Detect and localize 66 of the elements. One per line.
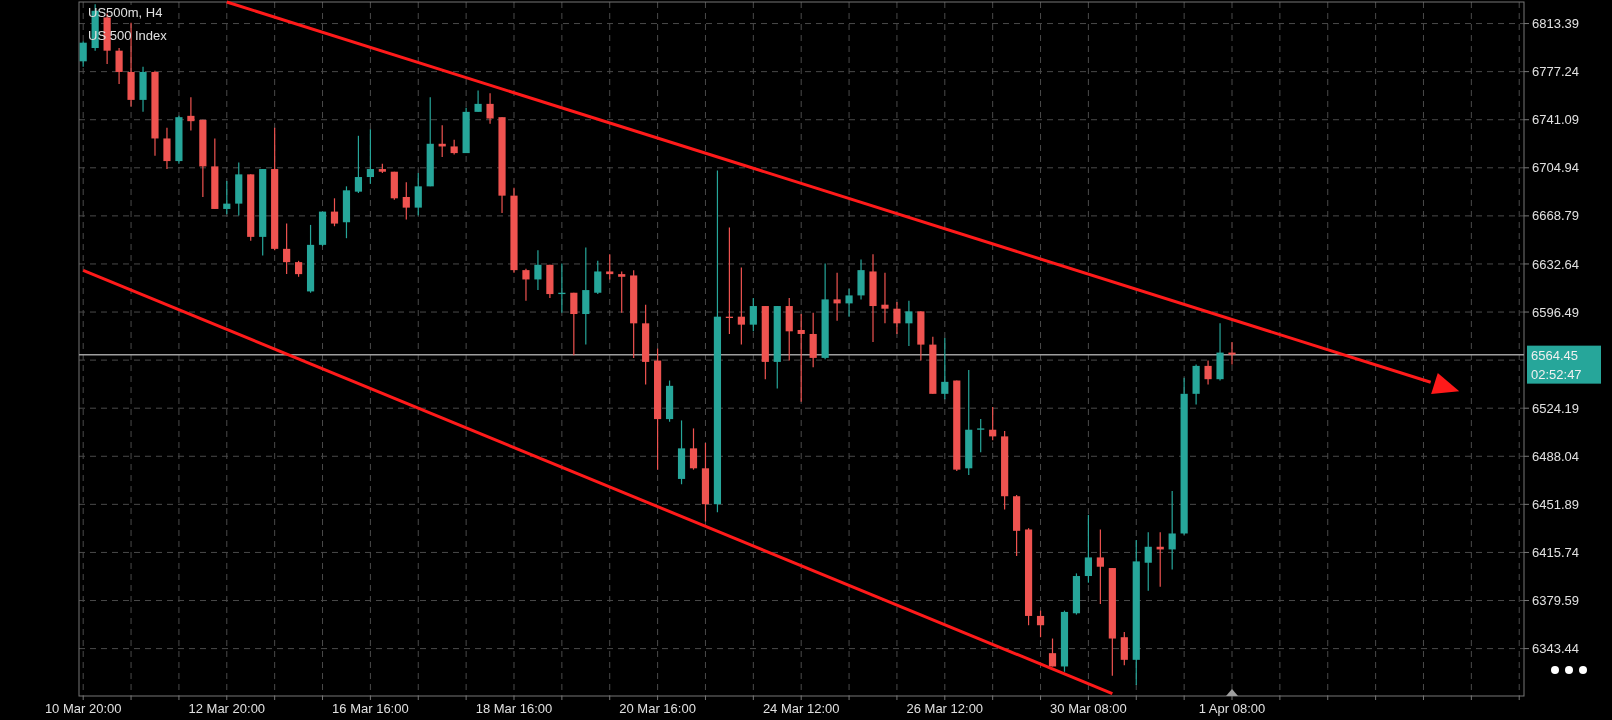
candlestick: [402, 181, 410, 221]
x-tick-label: 16 Mar 16:00: [332, 701, 409, 716]
x-tick-label: 10 Mar 20:00: [44, 701, 122, 716]
y-tick-label: 6343.44: [1532, 641, 1579, 657]
candlestick: [1048, 637, 1057, 668]
candlestick: [582, 246, 590, 346]
candlestick: [223, 180, 231, 215]
candlestick: [486, 92, 494, 125]
y-tick-label: 6741.09: [1532, 112, 1579, 128]
y-tick-label: 6488.04: [1532, 448, 1579, 464]
candlestick: [1084, 514, 1092, 584]
candlestick: [414, 172, 422, 217]
y-tick-label: 6777.24: [1532, 64, 1579, 80]
x-tick-label: 26 Mar 12:00: [906, 701, 984, 716]
candlestick: [163, 127, 171, 170]
x-tick-label: 18 Mar 16:00: [475, 701, 553, 716]
candlestick: [1228, 341, 1236, 366]
candlestick: [1036, 610, 1045, 638]
candlestick: [845, 288, 853, 318]
candlestick: [797, 313, 805, 403]
candlestick: [187, 96, 195, 132]
candlestick: [330, 197, 339, 227]
candlestick: [893, 301, 901, 335]
y-tick-label: 6668.79: [1532, 208, 1579, 224]
candlestick: [737, 266, 745, 346]
text: 02:52:47: [1531, 366, 1582, 382]
candlestick: [689, 427, 698, 471]
x-tick-label: 24 Mar 12:00: [762, 701, 840, 716]
y-tick-label: 6632.64: [1532, 256, 1579, 272]
candlestick: [1096, 528, 1104, 605]
x-tick-label: 20 Mar 16:00: [619, 701, 696, 716]
candlestick: [1144, 531, 1152, 592]
y-tick-label: 6524.19: [1532, 400, 1579, 416]
y-tick-label: 6451.89: [1532, 496, 1579, 512]
y-tick-label: 6813.39: [1532, 16, 1579, 32]
candlestick: [1204, 359, 1212, 386]
candlestick: [905, 300, 913, 347]
chart-title: US500m, H4: [88, 5, 163, 20]
candlestick: [283, 222, 291, 275]
candlestick: [618, 270, 626, 314]
y-tick-label: 6704.94: [1532, 160, 1579, 176]
candlestick: [594, 260, 602, 295]
candlestick: [809, 312, 817, 368]
y-tick-label: 6379.59: [1532, 593, 1579, 609]
ref-line-label: 6564.45: [1531, 347, 1578, 363]
candlestick: [79, 40, 87, 68]
candlestick: [534, 249, 542, 291]
candlestick: [522, 268, 530, 302]
x-tick-label: 30 Mar 08:00: [1050, 701, 1127, 716]
candlestick: [1168, 490, 1176, 570]
candlestick: [749, 297, 757, 332]
candlestick: [354, 135, 363, 194]
candlestick: [833, 272, 841, 322]
candlestick: [881, 272, 889, 324]
candlestick: [366, 128, 374, 185]
candlestick: [606, 253, 614, 281]
x-tick-label: 12 Mar 20:00: [188, 701, 266, 716]
candlestick: [115, 47, 123, 85]
candlestick: [1120, 631, 1128, 666]
x-tick-label: 1 Apr 08:00: [1198, 701, 1266, 716]
y-tick-label: 6415.74: [1532, 544, 1579, 560]
candlestick: [474, 89, 482, 113]
candlestick: [941, 337, 949, 400]
y-tick-label: 6596.49: [1532, 304, 1579, 320]
candlestick: [570, 292, 578, 356]
candlestick: [977, 418, 985, 453]
